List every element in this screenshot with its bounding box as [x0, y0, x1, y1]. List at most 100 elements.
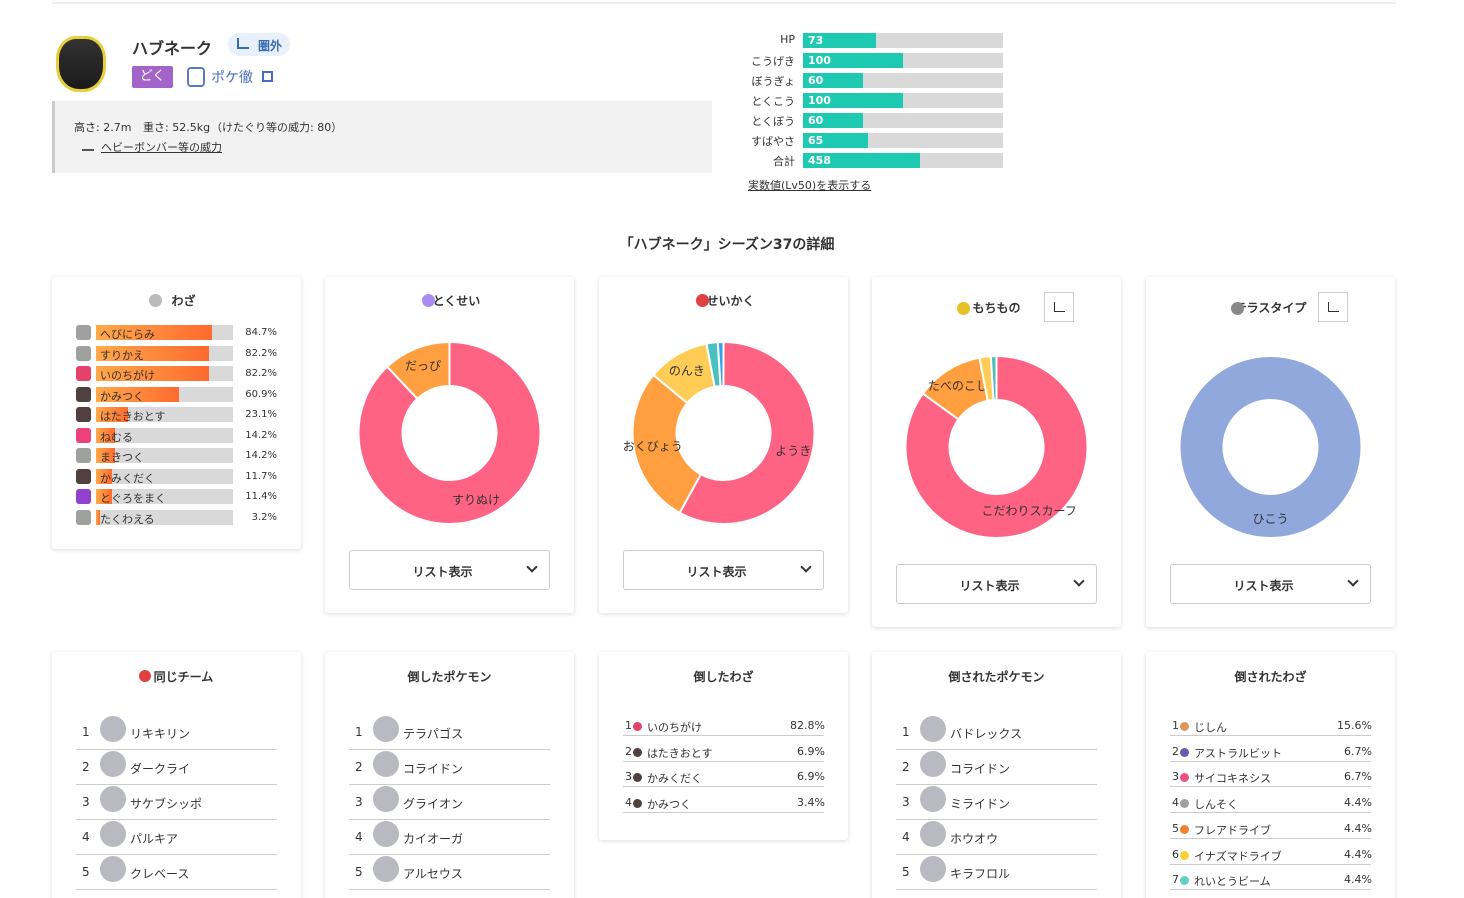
slice-label: たべのこし: [928, 379, 988, 393]
pokemon-name[interactable]: テラパゴス: [403, 727, 464, 741]
type-badge: どく: [132, 66, 173, 88]
move-bar: [96, 468, 113, 484]
donut-slice: [385, 340, 451, 401]
stat-value: 458: [808, 154, 831, 167]
rank: 3: [625, 770, 632, 784]
move-name: とぐろをまく: [100, 492, 166, 505]
move-name: へびにらみ: [100, 328, 155, 341]
move-name: すりかえ: [100, 348, 144, 362]
type-icon: [76, 468, 91, 484]
type-dot: [633, 722, 642, 731]
rank: 1: [625, 719, 632, 732]
row-separator: [349, 784, 550, 785]
stat-link[interactable]: 実数値(Lv50)を表示する: [748, 179, 872, 192]
list-button[interactable]: リスト表示: [896, 564, 1097, 604]
pokemon-name[interactable]: パルキア: [130, 832, 179, 846]
rank: 4: [1172, 796, 1179, 810]
heavy-link[interactable]: ヘビーボンバー等の威力: [101, 141, 222, 154]
pokemon-name[interactable]: アルセウス: [403, 867, 463, 881]
move-rate: 14.2%: [245, 450, 277, 461]
pokemon-name[interactable]: リキキリン: [130, 727, 191, 741]
card-title: テラスタイプ: [1234, 301, 1307, 315]
move-bar: [96, 386, 180, 402]
pokemon-name[interactable]: ミライドン: [950, 797, 1011, 811]
pokemon-name[interactable]: コライドン: [950, 762, 1011, 776]
donut-slice: [678, 340, 816, 525]
type-icon: [76, 489, 91, 504]
row-separator: [896, 784, 1097, 785]
move-rate: 82.2%: [245, 347, 277, 359]
heavy-icon: [82, 141, 94, 151]
weight: 重さ: 52.5kg: [143, 121, 211, 134]
pokemon-name[interactable]: コライドン: [403, 762, 464, 776]
move-rate: 82.2%: [245, 368, 277, 379]
move-rate: 15.6%: [1337, 719, 1372, 732]
move-name: かみつく: [647, 798, 691, 812]
stat-label: こうげき: [751, 55, 795, 68]
move-track: [96, 509, 233, 525]
list-button[interactable]: リスト表示: [623, 550, 824, 590]
title-icon: [956, 302, 970, 315]
chart-button[interactable]: [1043, 292, 1074, 322]
card-title: 倒されたわざ: [1234, 670, 1307, 684]
pokemon-icon: [920, 716, 946, 742]
move-rate: 82.8%: [790, 719, 825, 732]
stat-bar: [803, 93, 903, 108]
pokemon-name[interactable]: サケブシッポ: [130, 797, 203, 811]
row-separator: [1170, 837, 1371, 839]
move-rate: 3.2%: [251, 511, 277, 523]
type-icon: [76, 345, 91, 361]
chart-button[interactable]: [1317, 292, 1348, 322]
card-title: わざ: [171, 294, 196, 308]
donut-card: テラスタイプ ひこうリスト表示: [1146, 277, 1395, 627]
list-button-text: リスト表示: [959, 579, 1020, 593]
row-separator: [1170, 863, 1371, 865]
list-button[interactable]: リスト表示: [1170, 564, 1371, 604]
list-button[interactable]: リスト表示: [349, 550, 550, 590]
rank: 2: [1172, 744, 1179, 758]
slice-label: だっぴ: [405, 359, 441, 373]
move-name: かみくだく: [100, 471, 155, 485]
move-bar: [96, 366, 209, 381]
pokemon-name[interactable]: キラフロル: [950, 867, 1011, 881]
pokemon-name[interactable]: カイオーガ: [403, 832, 464, 846]
donut-chart: こだわりスカーフ たべのこし: [904, 354, 1089, 539]
rank-badge[interactable]: 圏外: [228, 33, 290, 56]
row-separator: [349, 854, 550, 855]
move-name: フレアドライブ: [1194, 823, 1271, 837]
pokemon-name[interactable]: ダークライ: [130, 762, 191, 776]
row-separator: [1170, 735, 1371, 736]
pokemon-icon: [100, 751, 126, 777]
pokemon-name[interactable]: ホウオウ: [950, 832, 999, 846]
rank: 1: [902, 725, 910, 739]
donut-chart: すりぬけ だっぴ: [357, 340, 542, 525]
donut-card: とくせい すりぬけ だっぴ リスト表示: [325, 277, 574, 613]
pokemon-name[interactable]: バドレックス: [950, 727, 1023, 741]
title-icon: [695, 294, 709, 307]
move-name: サイコキネシス: [1194, 772, 1271, 786]
row-separator: [76, 889, 277, 890]
slice-label: ひこう: [1252, 512, 1288, 526]
move-track: [96, 448, 233, 463]
list-button-text: リスト表示: [412, 565, 473, 579]
pokemon-icon: [373, 821, 399, 847]
list-button-text: リスト表示: [686, 565, 747, 579]
stat-label: とくぼう: [751, 115, 795, 128]
move-bar: [96, 407, 128, 422]
donut-slice: [357, 340, 542, 525]
rank: 3: [1172, 770, 1179, 784]
external-link[interactable]: ポケ徹: [211, 70, 253, 86]
stat-value: 65: [808, 134, 824, 147]
rank: 3: [902, 795, 910, 809]
donut-card: せいかく ようき おくびょう のんき リスト表示: [599, 277, 848, 613]
pokemon-name[interactable]: クレベース: [130, 867, 190, 881]
move-bar: [96, 345, 209, 361]
pokemon-name[interactable]: グライオン: [403, 797, 464, 811]
move-name: いのちがけ: [647, 721, 702, 734]
type-dot: [1180, 722, 1189, 731]
stat-value: 100: [808, 94, 831, 107]
donut-slice: [904, 354, 1089, 539]
list-button-text: リスト表示: [1233, 579, 1294, 593]
move-name: たくわえる: [100, 512, 155, 526]
move-track: [96, 427, 233, 443]
